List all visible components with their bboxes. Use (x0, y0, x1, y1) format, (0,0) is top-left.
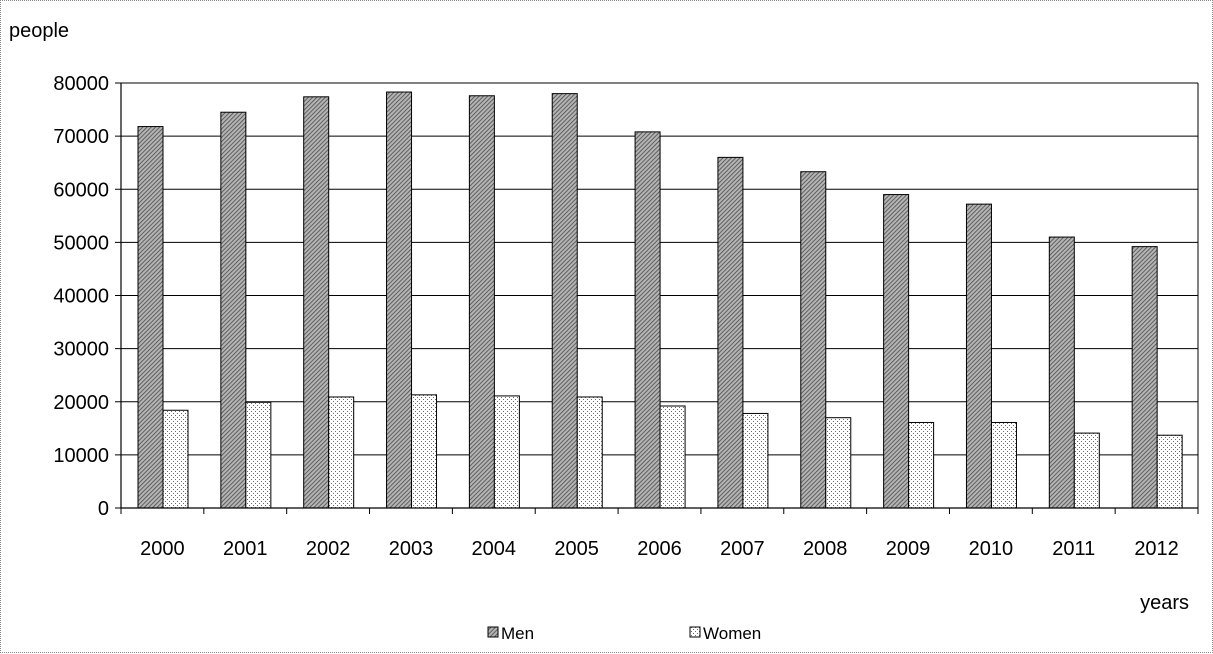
bar-men (634, 131, 661, 509)
x-tick-label: 2011 (1052, 538, 1095, 560)
bar-women (742, 412, 769, 509)
legend-label-women: Women (703, 624, 761, 643)
legend: Men Women (487, 624, 761, 643)
x-tick-label: 2012 (1134, 538, 1179, 560)
bar-men (468, 95, 495, 509)
bar-women (659, 405, 686, 509)
bar-men (551, 93, 578, 509)
x-axis-title: years (1140, 592, 1189, 614)
bar-women (576, 396, 603, 509)
x-tick-label: 2005 (554, 538, 599, 560)
bar-men (800, 171, 827, 509)
bar-men (137, 126, 164, 509)
bar-women (1156, 434, 1183, 509)
y-axis-title: people (9, 20, 69, 42)
legend-label-men: Men (501, 624, 534, 643)
bar-men (303, 96, 330, 509)
x-tick-label: 2003 (389, 538, 434, 560)
x-tick-label: 2007 (720, 538, 765, 560)
bar-men (220, 111, 247, 509)
axes: 0 10000 20000 30000 40000 50000 60000 70000 8000… (53, 73, 1199, 560)
bar-women (162, 409, 189, 509)
bar-women (411, 394, 438, 509)
x-tick-label: 2010 (969, 538, 1014, 560)
legend-swatch-women (689, 626, 701, 638)
y-tick-label: 10000 (53, 445, 109, 467)
y-tick-label: 70000 (53, 126, 109, 148)
legend-swatch-men (487, 626, 499, 638)
bar-men (1131, 246, 1158, 509)
bar-women (825, 417, 852, 509)
x-tick-label: 2002 (306, 538, 351, 560)
y-tick-label: 50000 (53, 232, 109, 254)
bar-women (328, 396, 355, 509)
y-tick-label: 20000 (53, 392, 109, 414)
bar-men (386, 91, 413, 509)
bar-women (245, 401, 272, 509)
x-tick-label: 2004 (472, 538, 517, 560)
y-tick-label: 40000 (53, 286, 109, 308)
bar-men (883, 194, 910, 509)
y-tick-label: 0 (98, 498, 109, 520)
bars (137, 91, 1183, 509)
y-tick-label: 60000 (53, 179, 109, 201)
x-tick-label: 2001 (223, 538, 268, 560)
bar-women (908, 421, 935, 509)
bar-women (493, 395, 520, 509)
bar-men (965, 203, 992, 509)
bar-men (1048, 236, 1075, 509)
bar-women (1073, 432, 1100, 509)
y-tick-label: 80000 (53, 73, 109, 95)
x-tick-label: 2000 (140, 538, 185, 560)
bar-men (717, 156, 744, 509)
x-tick-label: 2008 (803, 538, 848, 560)
x-tick-label: 2009 (886, 538, 931, 560)
x-tick-label: 2006 (637, 538, 682, 560)
bar-women (990, 421, 1017, 509)
y-tick-label: 30000 (53, 339, 109, 361)
